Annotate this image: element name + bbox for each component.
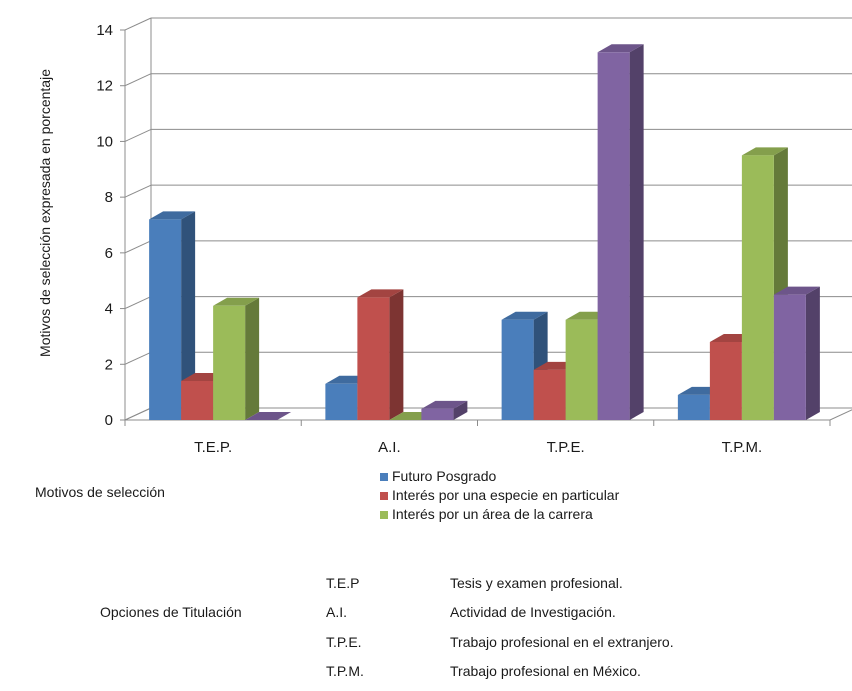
side-gridline bbox=[124, 240, 152, 254]
legend-item-interes-especie: Interés por una especie en particular bbox=[380, 486, 619, 505]
bar-top bbox=[597, 44, 644, 53]
bar-side bbox=[805, 286, 820, 420]
bar-side bbox=[453, 400, 468, 420]
opciones-label: Opciones de Titulación bbox=[100, 604, 242, 620]
y-tick-label: 8 bbox=[105, 189, 113, 206]
side-gridline bbox=[124, 296, 152, 310]
x-tick-label: T.E.P. bbox=[194, 439, 232, 456]
bar bbox=[533, 369, 566, 420]
bar-top bbox=[213, 297, 260, 306]
y-tick-label: 2 bbox=[105, 356, 113, 373]
side-gridline bbox=[124, 128, 152, 142]
y-tick-label: 12 bbox=[96, 78, 113, 95]
side-gridline bbox=[124, 184, 152, 198]
bar-top bbox=[773, 286, 820, 295]
bar-side bbox=[389, 289, 404, 420]
abbreviation-row: T.P.M. Trabajo profesional en México. bbox=[326, 657, 674, 687]
y-axis-label: Motivos de selección expresada en porcen… bbox=[37, 69, 53, 357]
bar bbox=[149, 219, 182, 420]
y-tick-label: 0 bbox=[105, 412, 113, 429]
motivos-label: Motivos de selección bbox=[35, 484, 165, 500]
x-tick-label: T.P.M. bbox=[722, 439, 763, 456]
legend: Futuro Posgrado Interés por una especie … bbox=[380, 467, 619, 524]
legend-swatch bbox=[380, 491, 388, 500]
side-gridline bbox=[124, 351, 152, 365]
bar bbox=[741, 155, 774, 420]
legend-item-interes-area: Interés por un área de la carrera bbox=[380, 505, 619, 524]
bar bbox=[325, 383, 358, 420]
bar-side bbox=[245, 297, 260, 420]
legend-label: Interés por un área de la carrera bbox=[392, 506, 593, 522]
abbreviation-code: T.P.E. bbox=[326, 633, 362, 650]
bar bbox=[677, 394, 710, 420]
abbreviation-code: T.P.M. bbox=[326, 663, 364, 680]
y-tick-label: 14 bbox=[96, 22, 113, 39]
abbreviation-meaning: Actividad de Investigación. bbox=[450, 604, 616, 621]
abbreviation-table: T.E.P Tesis y examen profesional. A.I. A… bbox=[326, 568, 674, 686]
bar-side bbox=[629, 44, 644, 421]
bar bbox=[357, 297, 390, 420]
y-tick-label: 10 bbox=[96, 133, 113, 150]
abbreviation-meaning: Trabajo profesional en el extranjero. bbox=[450, 633, 674, 650]
bar-top bbox=[421, 400, 468, 409]
x-tick-label: T.P.E. bbox=[547, 439, 585, 456]
legend-swatch bbox=[380, 510, 388, 519]
bar-top bbox=[741, 147, 788, 156]
abbreviation-meaning: Trabajo profesional en México. bbox=[450, 663, 641, 680]
legend-item-futuro-posgrado: Futuro Posgrado bbox=[380, 467, 619, 486]
abbreviation-row: T.P.E. Trabajo profesional en el extranj… bbox=[326, 627, 674, 657]
bar-chart: 0 2 4 6 8 10 12 14 Motivos de selección expresad… bbox=[37, 17, 852, 456]
bar-top bbox=[245, 412, 292, 420]
x-tick-label: A.I. bbox=[378, 439, 401, 456]
bar-top bbox=[357, 289, 404, 298]
legend-label: Futuro Posgrado bbox=[392, 468, 497, 484]
bar bbox=[181, 381, 214, 420]
bar bbox=[565, 319, 598, 420]
bar-side bbox=[181, 211, 196, 420]
bar-top bbox=[149, 211, 196, 220]
bar bbox=[597, 52, 630, 421]
bar bbox=[213, 305, 246, 420]
y-tick-label: 4 bbox=[105, 301, 113, 318]
bar bbox=[709, 342, 742, 420]
abbreviation-code: T.E.P bbox=[326, 574, 360, 591]
y-tick-label: 6 bbox=[105, 245, 113, 262]
side-gridline bbox=[124, 17, 152, 31]
abbreviation-meaning: Tesis y examen profesional. bbox=[450, 574, 623, 591]
bar bbox=[421, 408, 454, 420]
abbreviation-row: T.E.P Tesis y examen profesional. bbox=[326, 568, 674, 598]
legend-swatch bbox=[380, 472, 388, 481]
side-gridline bbox=[124, 73, 152, 87]
legend-label: Interés por una especie en particular bbox=[392, 487, 620, 503]
bar bbox=[501, 319, 534, 420]
abbreviation-code: A.I. bbox=[326, 604, 348, 621]
bar-top bbox=[501, 311, 548, 320]
abbreviation-row: A.I. Actividad de Investigación. bbox=[326, 598, 674, 628]
bar bbox=[773, 294, 806, 420]
